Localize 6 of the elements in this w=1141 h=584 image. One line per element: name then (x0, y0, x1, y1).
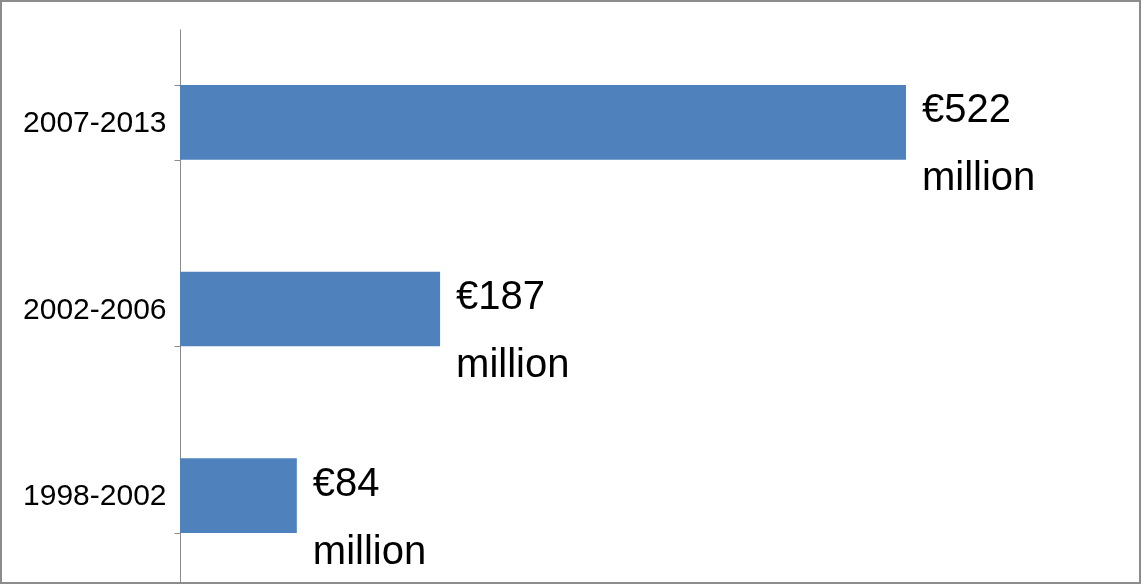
data-label: €84 million (312, 459, 427, 572)
y-tick-label: 2007-2013 (23, 104, 167, 138)
y-tick-label: 1998-2002 (23, 478, 167, 512)
data-label: €187 million (456, 273, 570, 385)
data-label: €522 million (922, 86, 1036, 199)
y-tick-label: 2002-2006 (23, 291, 167, 325)
